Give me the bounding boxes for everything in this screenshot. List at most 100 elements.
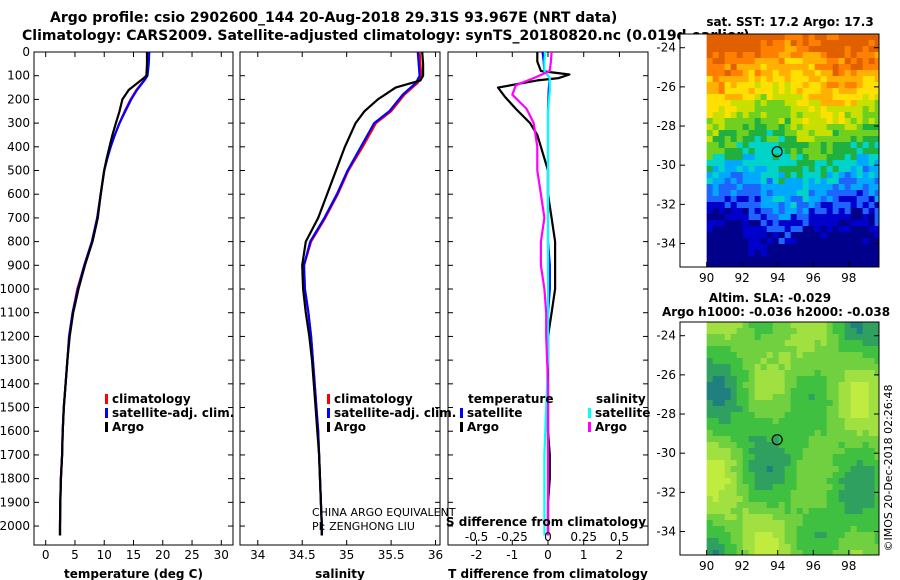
map-cell <box>760 490 768 497</box>
map-cell <box>718 394 726 401</box>
map-cell <box>820 262 828 267</box>
y-tick-label: 1200 <box>0 329 30 343</box>
map-cell <box>766 34 774 41</box>
map-cell <box>772 82 780 89</box>
map-cell <box>730 430 738 437</box>
map-cell <box>790 526 798 533</box>
map-cell <box>730 442 738 449</box>
map-cell <box>706 202 714 209</box>
map-cell <box>796 250 804 257</box>
map-cell <box>784 544 792 551</box>
legend-swatch <box>460 408 463 418</box>
map-cell <box>742 112 750 119</box>
map-cell <box>844 478 852 485</box>
map-cell <box>784 46 792 53</box>
map-cell <box>802 94 810 101</box>
map-cell <box>784 202 792 209</box>
map-cell <box>796 226 804 233</box>
map-cell <box>712 382 720 389</box>
map-cell <box>808 244 816 251</box>
map-cell <box>868 502 876 509</box>
map-cell <box>820 106 828 113</box>
map-cell <box>856 196 864 203</box>
map-cell <box>814 184 822 191</box>
map-cell <box>802 322 810 329</box>
map-cell <box>850 142 858 149</box>
map-cell <box>712 88 720 95</box>
map-cell <box>760 430 768 437</box>
map-cell <box>826 58 834 65</box>
map-cell <box>832 40 840 47</box>
map-cell <box>748 58 756 65</box>
map-cell <box>760 460 768 467</box>
map-cell <box>718 226 726 233</box>
map-cell <box>820 490 828 497</box>
map-cell <box>838 202 846 209</box>
map-cell <box>874 412 879 419</box>
map-cell <box>730 394 738 401</box>
map-cell <box>736 532 744 539</box>
map-cell <box>826 256 834 263</box>
map-cell <box>718 58 726 65</box>
map-cell <box>724 340 732 347</box>
map-cell <box>718 34 726 41</box>
map-cell <box>718 472 726 479</box>
map-cell <box>874 442 879 449</box>
map-cell <box>796 94 804 101</box>
map-cell <box>868 238 876 245</box>
map-cell <box>796 376 804 383</box>
map-cell <box>730 166 738 173</box>
map-cell <box>736 478 744 485</box>
map-cell <box>874 526 879 533</box>
map-cell <box>874 130 879 137</box>
map-cell <box>778 412 786 419</box>
map-cell <box>778 460 786 467</box>
map-cell <box>742 124 750 131</box>
map-cell <box>736 58 744 65</box>
map-cell <box>742 334 750 341</box>
map-cell <box>706 382 714 389</box>
y-tick-label: 500 <box>7 164 30 178</box>
map-cell <box>772 184 780 191</box>
map-cell <box>706 502 714 509</box>
map-cell <box>790 64 798 71</box>
map-cell <box>814 232 822 239</box>
secondary-x-axis-label: S difference from climatology <box>446 515 646 529</box>
series-line-argo <box>511 51 553 536</box>
map-cell <box>856 412 864 419</box>
map-cell <box>724 154 732 161</box>
map-cell <box>754 88 762 95</box>
map-cell <box>856 364 864 371</box>
map-cell <box>868 82 876 89</box>
map-cell <box>778 184 786 191</box>
plot-frame <box>239 51 441 546</box>
map-cell <box>814 238 822 245</box>
map-cell <box>832 394 840 401</box>
map-cell <box>868 448 876 455</box>
map-cell <box>754 340 762 347</box>
map-cell <box>706 262 714 267</box>
map-cell <box>706 148 714 155</box>
map-cell <box>862 160 870 167</box>
map-cell <box>724 160 732 167</box>
map-cell <box>862 244 870 251</box>
map-cell <box>796 46 804 53</box>
map-cell <box>778 430 786 437</box>
map-cell <box>832 352 840 359</box>
map-cell <box>850 190 858 197</box>
map-cell <box>850 490 858 497</box>
map-cell <box>706 100 714 107</box>
map-cell <box>766 502 774 509</box>
map-cell <box>868 214 876 221</box>
map-cell <box>724 256 732 263</box>
map-cell <box>838 88 846 95</box>
map-cell <box>784 382 792 389</box>
map-cell <box>790 100 798 107</box>
map-cell <box>802 532 810 539</box>
map-cell <box>850 400 858 407</box>
map-cell <box>790 370 798 377</box>
map-cell <box>706 340 714 347</box>
map-cell <box>772 544 780 551</box>
map-cell <box>742 142 750 149</box>
map-cell <box>844 148 852 155</box>
